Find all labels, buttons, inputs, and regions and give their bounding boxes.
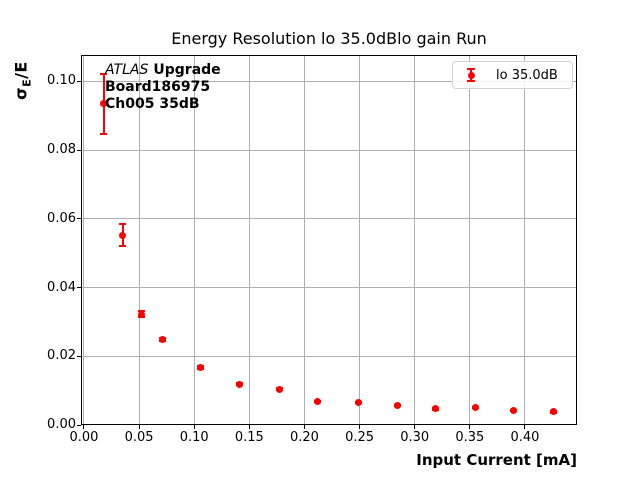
data-point <box>314 397 322 405</box>
annotation-line-1: ATLAS Upgrade <box>105 62 221 79</box>
plot-area <box>81 55 577 425</box>
gridline-vertical <box>248 56 250 424</box>
legend-entry-label: lo 35.0dB <box>496 67 558 83</box>
y-tick-mark <box>77 287 81 289</box>
annotation-block: ATLAS Upgrade Board186975 Ch005 35dB <box>105 62 221 113</box>
data-point <box>235 380 243 388</box>
x-tick-mark <box>359 425 361 429</box>
data-point <box>137 310 145 318</box>
x-tick-label: 0.05 <box>124 430 154 445</box>
x-tick-mark <box>248 425 250 429</box>
data-point <box>550 408 558 416</box>
gridline-horizontal <box>82 287 576 289</box>
error-bar-cap-top <box>119 223 127 226</box>
x-tick-label: 0.30 <box>400 430 430 445</box>
gridline-horizontal <box>82 80 576 82</box>
gridline-vertical <box>359 56 361 424</box>
data-point <box>158 335 166 343</box>
error-bar-cap-top <box>100 72 108 75</box>
x-tick-mark <box>138 425 140 429</box>
y-tick-mark <box>77 149 81 151</box>
error-bar-cap-bottom <box>100 132 108 135</box>
data-point <box>100 100 108 108</box>
x-tick-label: 0.25 <box>345 430 375 445</box>
y-tick-label: 0.04 <box>47 279 76 295</box>
data-point <box>510 407 518 415</box>
data-point <box>354 398 362 406</box>
y-tick-label: 0.06 <box>47 210 76 226</box>
x-axis-label: Input Current [mA] <box>416 451 577 469</box>
ylabel-rest: /E <box>11 61 31 79</box>
x-tick-mark <box>303 425 305 429</box>
upgrade-label: Upgrade <box>153 62 221 78</box>
gridline-vertical <box>524 56 526 424</box>
x-tick-mark <box>524 425 526 429</box>
annotation-line-2: Board186975 <box>105 79 211 95</box>
y-axis-label: σE/E <box>11 41 34 121</box>
gridline-vertical <box>193 56 195 424</box>
data-point <box>275 385 283 393</box>
errorbar-marker-icon <box>463 66 479 84</box>
y-tick-label: 0.10 <box>47 73 76 89</box>
x-tick-label: 0.40 <box>510 430 540 445</box>
y-tick-mark <box>77 218 81 220</box>
data-point <box>197 363 205 371</box>
x-tick-label: 0.00 <box>69 430 99 445</box>
x-tick-label: 0.20 <box>289 430 319 445</box>
x-tick-mark <box>414 425 416 429</box>
x-tick-mark <box>469 425 471 429</box>
gridline-vertical <box>138 56 140 424</box>
y-tick-label: 0.02 <box>47 348 76 364</box>
gridline-vertical <box>83 56 85 424</box>
data-point <box>471 403 479 411</box>
gridline-horizontal <box>82 218 576 220</box>
data-point <box>393 401 401 409</box>
data-point <box>432 405 440 413</box>
ylabel-subscript: E <box>20 78 34 87</box>
annotation-line-3: Ch005 35dB <box>105 96 200 112</box>
gridline-horizontal <box>82 149 576 151</box>
gridline-vertical <box>469 56 471 424</box>
y-tick-mark <box>77 355 81 357</box>
x-tick-mark <box>193 425 195 429</box>
atlas-label: ATLAS <box>105 62 149 78</box>
x-tick-mark <box>83 425 85 429</box>
y-tick-label: 0.08 <box>47 142 76 158</box>
legend: lo 35.0dB <box>452 61 573 89</box>
gridline-vertical <box>303 56 305 424</box>
y-tick-mark <box>77 424 81 426</box>
ylabel-sigma: σ <box>11 86 31 100</box>
gridline-vertical <box>414 56 416 424</box>
x-tick-label: 0.35 <box>455 430 485 445</box>
y-tick-label: 0.00 <box>47 417 76 432</box>
x-tick-label: 0.15 <box>234 430 264 445</box>
y-tick-mark <box>77 80 81 82</box>
chart-title: Energy Resolution lo 35.0dBlo gain Run <box>171 29 487 48</box>
x-tick-label: 0.10 <box>179 430 209 445</box>
error-bar-cap-bottom <box>119 245 127 247</box>
gridline-horizontal <box>82 355 576 357</box>
data-point <box>119 231 127 239</box>
